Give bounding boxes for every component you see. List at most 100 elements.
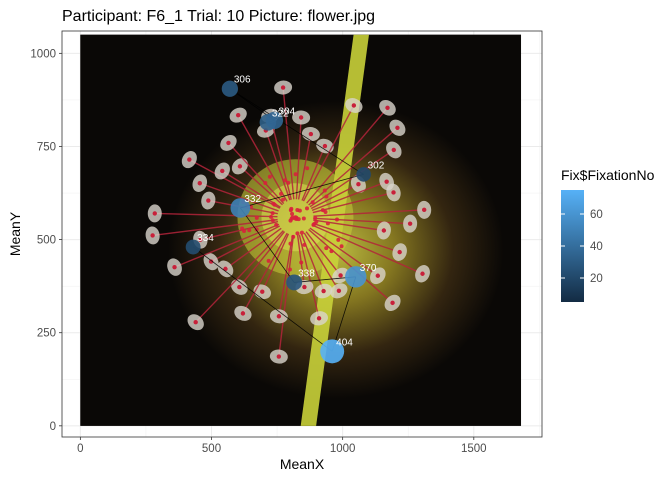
photo-center-dot: [279, 191, 284, 196]
photo-tentacle: [308, 127, 398, 206]
photo-droplet-dot: [237, 284, 242, 290]
photo-tentacle: [199, 182, 279, 212]
fixation-point: [230, 198, 251, 218]
legend-tick-label: 60: [590, 209, 603, 221]
fixation-label: 334: [197, 233, 214, 244]
legend-tick-label: 20: [590, 273, 603, 285]
photo-droplet-dot: [206, 198, 211, 203]
photo-droplet-dot: [384, 179, 389, 184]
y-tick-label: 0: [50, 421, 56, 433]
scanpath-segment: [192, 246, 333, 352]
photo-droplet-dot: [226, 140, 231, 146]
legend: Fix$FixationNo 60 40 20: [561, 167, 655, 302]
photo-center-dot: [310, 200, 315, 205]
photo-droplet-dot: [390, 300, 395, 306]
photo-tentacle: [152, 218, 278, 237]
photo-center-dot: [305, 206, 310, 211]
legend-title: Fix$FixationNo: [561, 167, 655, 183]
photo-tentacle: [298, 234, 320, 319]
photo-center-dot: [270, 218, 275, 223]
fixation-point: [221, 80, 239, 97]
legend-colorbar: [561, 190, 584, 302]
photo-droplet-dot: [172, 264, 177, 270]
photo-tentacle: [261, 233, 290, 293]
scanpath-segment: [240, 207, 295, 283]
fixation-label: 304: [278, 106, 295, 117]
fixation-label: 338: [298, 268, 315, 279]
photo-center-dot: [299, 260, 304, 265]
fixation-points: [185, 80, 371, 364]
photo-tentacle: [238, 231, 286, 288]
photo-droplet-dot: [322, 143, 328, 149]
photo-tentacle: [278, 234, 294, 317]
photo-center-dot: [329, 249, 334, 254]
photo-tentacle: [305, 231, 342, 276]
photo-tentacle: [265, 130, 291, 201]
photo-center-dot: [292, 216, 297, 221]
y-tick-label: 500: [37, 235, 56, 247]
photo-center-dot: [299, 230, 304, 235]
photo-droplet-dot: [420, 271, 425, 276]
photo-droplet-dot: [152, 211, 157, 216]
background-image: [80, 34, 522, 426]
fixation-label: 306: [234, 75, 251, 86]
y-axis-ticks: 0 250 500 750 1000: [30, 48, 62, 433]
x-axis-label: MeanX: [280, 456, 325, 472]
chart-title: Participant: F6_1 Trial: 10 Picture: flo…: [62, 8, 375, 25]
photo-tentacle: [225, 227, 282, 270]
photo-tentacle: [310, 183, 359, 210]
photo-droplet-dot: [220, 168, 225, 174]
photo-tentacle: [242, 232, 288, 314]
photo-tentacle: [312, 191, 394, 214]
photo-droplet-dot: [276, 314, 282, 319]
x-tick-label: 500: [202, 443, 221, 455]
photo-center-dot: [288, 241, 293, 246]
x-tick-label: 0: [77, 443, 83, 455]
photo-center-dot: [295, 207, 300, 212]
photo-tentacle: [301, 145, 326, 201]
x-tick-label: 1500: [461, 443, 487, 455]
scanpath-segment: [331, 276, 357, 352]
legend-tick-label: 40: [590, 241, 603, 253]
photo-center-dot: [283, 178, 288, 183]
photo-center-dot: [336, 237, 341, 242]
photo-center-dot: [267, 174, 272, 179]
photo-center-dot: [296, 217, 301, 222]
photo-droplet-dot: [351, 103, 357, 108]
photo-center-dot: [322, 188, 327, 193]
photo-center-dot: [266, 258, 271, 263]
photo-droplet-dot: [356, 182, 361, 187]
photo-center-dot: [305, 166, 310, 171]
fixation-label: 404: [336, 337, 353, 348]
fixation-point: [185, 239, 201, 255]
photo-center-dot: [301, 216, 306, 221]
photo-droplet-dot: [197, 181, 202, 186]
fixation-label: 370: [360, 263, 377, 274]
fixation-label: 322: [272, 108, 289, 119]
photo-center-dot: [254, 215, 259, 220]
fixation-point: [265, 111, 284, 130]
photo-center-dot: [291, 234, 296, 239]
photo-tentacle: [189, 158, 281, 209]
photo-droplet-dot: [298, 115, 304, 120]
photo-droplet-dot: [391, 190, 396, 195]
photo-droplet-dot: [397, 249, 402, 255]
photo-droplet-dot: [276, 354, 282, 359]
photo-center-dot: [339, 244, 344, 249]
photo-droplet-dot: [240, 311, 246, 316]
photo-droplet-dot: [150, 233, 155, 238]
photo-droplet-dot: [375, 273, 381, 278]
photo-center-dot: [325, 221, 330, 226]
photo-center-dot: [263, 180, 268, 185]
photo-center-dot: [286, 180, 291, 185]
photo-tentacle: [311, 181, 387, 212]
fixation-point: [320, 339, 345, 364]
photo-tentacle: [269, 115, 292, 200]
y-tick-label: 1000: [30, 48, 56, 60]
photo-droplet-dot: [407, 221, 413, 226]
y-tick-label: 250: [37, 328, 56, 340]
photo-droplet-dot: [336, 288, 342, 294]
photo-droplet-dot: [308, 131, 314, 137]
